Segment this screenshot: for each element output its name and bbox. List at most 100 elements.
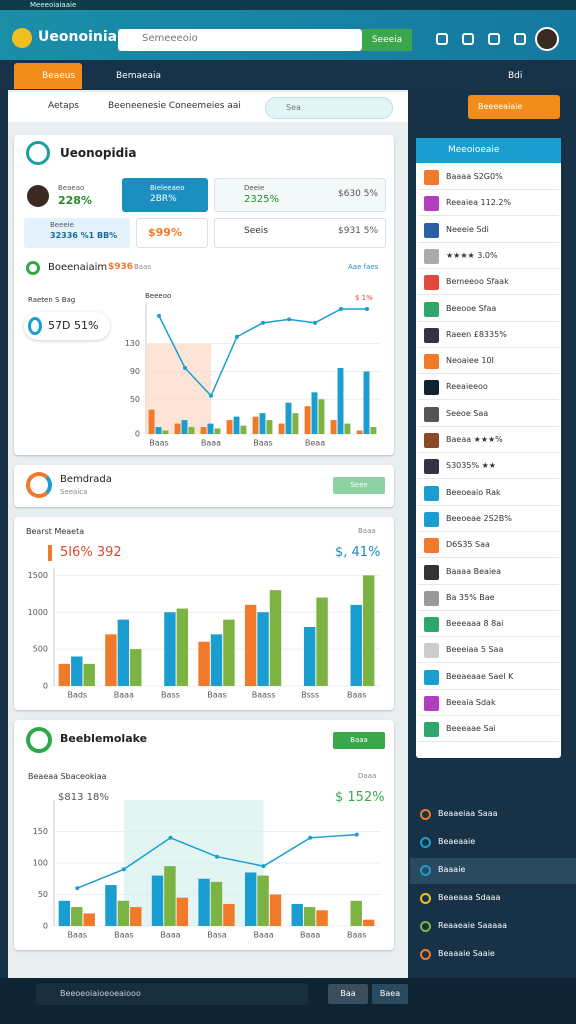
footer-button[interactable]: Baa	[328, 984, 368, 1004]
search-button[interactable]: Seeeia	[362, 29, 412, 51]
point	[261, 864, 266, 869]
list-icon	[424, 433, 439, 448]
title-bar	[0, 0, 576, 10]
bar	[83, 663, 95, 686]
list-row[interactable]	[418, 560, 559, 585]
list-row[interactable]	[418, 244, 559, 269]
list-row[interactable]	[418, 717, 559, 743]
point	[308, 835, 313, 840]
x-tick-label: Baas	[347, 691, 366, 700]
list-icon	[424, 590, 439, 606]
point	[121, 867, 126, 872]
list-row[interactable]	[418, 454, 559, 480]
list-row[interactable]	[418, 612, 559, 638]
section-title: Boeenaiaim	[48, 262, 108, 273]
headline-bar	[48, 545, 52, 561]
list-row[interactable]	[418, 533, 559, 559]
footer-button[interactable]: Baea	[372, 984, 408, 1004]
nav-icon	[420, 949, 431, 960]
footer-search[interactable]: Beeoeoiaioeoeaiooo	[36, 983, 308, 1005]
tab[interactable]: Bemaeaia	[116, 71, 162, 81]
icon-button[interactable]	[488, 33, 500, 45]
list-row[interactable]	[418, 349, 559, 375]
list-row[interactable]	[418, 165, 559, 190]
list-icon	[424, 301, 439, 317]
list-row[interactable]	[418, 191, 559, 217]
list-row[interactable]	[418, 270, 559, 296]
nav-label[interactable]: Beaeaaa Sdaaa	[438, 893, 501, 902]
bar	[252, 416, 259, 434]
nav-label[interactable]: Beaaeiaa Saaa	[438, 809, 498, 818]
bar	[303, 627, 316, 686]
bar	[240, 425, 247, 434]
bar	[130, 907, 142, 926]
ring-icon	[26, 727, 52, 753]
y-tick-label: 90	[130, 367, 140, 376]
nav-label[interactable]: Baaaie	[438, 865, 466, 874]
list-label: Raeen £8335%	[446, 329, 507, 339]
tab[interactable]: Beaeus	[14, 63, 82, 89]
chart-title: Beeeoo	[145, 292, 172, 300]
list-row[interactable]	[418, 218, 559, 243]
toolbar-search[interactable]: Sea	[265, 97, 393, 119]
x-tick-label: Baass	[252, 691, 276, 700]
sidebar-button[interactable]: Beeeeaiaie	[468, 95, 560, 119]
link[interactable]: Aae faes	[348, 263, 379, 271]
tab-right[interactable]: Bdi	[508, 71, 523, 81]
list-icon	[424, 248, 439, 264]
button[interactable]: Baaa	[333, 732, 385, 749]
card-title: Beeblemolake	[60, 732, 148, 745]
nav-icon	[420, 809, 431, 820]
icon-button[interactable]	[436, 33, 448, 45]
list-row[interactable]	[418, 638, 559, 664]
point	[287, 317, 291, 322]
point	[261, 320, 265, 325]
highlight	[146, 343, 211, 434]
nav-icon	[420, 893, 431, 904]
chart-annotation: $ 1%	[355, 294, 373, 302]
stat-card	[24, 218, 130, 248]
list-row[interactable]	[418, 428, 559, 453]
nav-label[interactable]: Beaeaaie	[438, 837, 476, 846]
list-icon	[424, 380, 439, 396]
list-row[interactable]	[418, 507, 559, 532]
bar	[71, 656, 83, 686]
point	[339, 306, 343, 311]
icon-button[interactable]	[514, 33, 526, 45]
nav-label[interactable]: Reaaeaie Saaaaa	[438, 921, 508, 930]
point	[365, 306, 369, 311]
list-row[interactable]	[418, 691, 559, 716]
icon-button[interactable]	[462, 33, 474, 45]
chart-annotation: Daaa	[358, 772, 377, 780]
button[interactable]: Seee	[333, 477, 385, 494]
gauge-icon	[28, 317, 42, 335]
bar	[291, 903, 303, 926]
bar	[269, 894, 282, 926]
card-title: Ueonopidia	[60, 146, 137, 160]
bar	[198, 641, 210, 686]
list-row[interactable]	[418, 586, 559, 611]
nav-label[interactable]: Beaaaie Saaie	[438, 949, 495, 958]
point	[168, 835, 173, 840]
list-icon	[424, 696, 439, 711]
avatar	[27, 185, 49, 207]
list-row[interactable]	[418, 323, 559, 348]
list-row[interactable]	[418, 402, 559, 427]
bar	[278, 423, 285, 434]
card-title: Bemdrada	[60, 474, 112, 485]
stat-label: Deeie	[244, 184, 265, 192]
avatar[interactable]	[535, 27, 559, 51]
list-row[interactable]	[418, 481, 559, 506]
bar	[350, 900, 362, 926]
list-row[interactable]	[418, 375, 559, 401]
list-row[interactable]	[418, 297, 559, 322]
list-icon	[424, 275, 439, 291]
search-box[interactable]: Semeeeoio	[118, 29, 362, 51]
list-icon	[424, 538, 439, 554]
stat-card	[122, 178, 208, 212]
y-tick-label: 0	[135, 430, 140, 439]
x-tick-label: Baaa	[253, 931, 273, 940]
list-row[interactable]	[418, 665, 559, 690]
point	[75, 886, 80, 891]
list-icon	[424, 196, 439, 212]
